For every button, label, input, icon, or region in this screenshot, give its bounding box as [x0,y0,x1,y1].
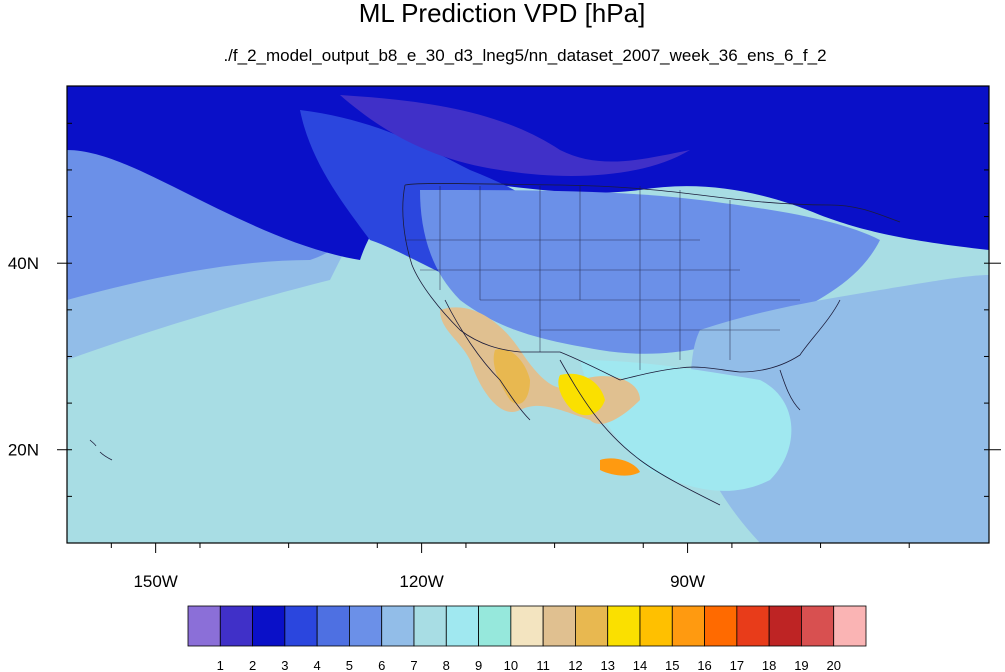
colorbar-swatch [801,605,835,647]
colorbar-label: 5 [346,658,353,672]
colorbar-swatch [736,605,770,647]
x-tick-label: 150W [133,572,177,591]
colorbar-swatch [284,605,318,647]
y-tick-label: 20N [8,441,39,460]
colorbar-swatch [252,605,286,647]
colorbar-swatch [639,605,673,647]
baja-high-field [493,349,530,404]
colorbar-swatch [478,605,512,647]
colorbar-label: 7 [410,658,417,672]
colorbar-label: 16 [697,658,711,672]
colorbar-swatch [349,605,383,647]
colorbar-label: 19 [794,658,808,672]
colorbar-label: 17 [730,658,744,672]
colorbar: 1 2 3 4 5 6 7 8 9 10 11 12 13 14 15 16 17 18 19 20 [187,605,867,672]
colorbar-label: 6 [378,658,385,672]
colorbar-label: 10 [504,658,518,672]
colorbar-swatch [510,605,544,647]
colorbar-swatch [316,605,350,647]
chart-title: ML Prediction VPD [hPa] [359,0,646,28]
colorbar-label: 11 [536,658,550,672]
colorbar-swatch [187,605,221,647]
colorbar-swatch [219,605,253,647]
colorbar-swatch [575,605,609,647]
colorbar-swatch [704,605,738,647]
colorbar-label: 20 [826,658,840,672]
map-frame [66,85,990,544]
colorbar-swatch [542,605,576,647]
mexico-peak-field [558,373,605,416]
colorbar-swatch [607,605,641,647]
colorbar-label: 15 [665,658,679,672]
state-border-lines [405,186,800,370]
colorbar-label: 4 [314,658,321,672]
colorbar-label: 14 [633,658,647,672]
colorbar-label: 18 [762,658,776,672]
colorbar-swatch [768,605,802,647]
colorbar-swatch [445,605,479,647]
y-tick-label: 40N [8,254,39,273]
map-tick-labels: 150W 120W 90W 40N 20N [8,254,705,591]
colorbar-swatch [381,605,415,647]
colorbar-label: 9 [475,658,482,672]
colorbar-swatch [833,605,867,647]
map-area [67,86,989,543]
colorbar-label: 13 [600,658,614,672]
colorbar-swatch [413,605,447,647]
colorbar-label: 2 [249,658,256,672]
x-tick-label: 90W [670,572,705,591]
x-tick-label: 120W [399,572,443,591]
colorbar-swatch [671,605,705,647]
colorbar-label: 1 [217,658,224,672]
canada-north-field [340,95,690,176]
coastline-outlines [89,183,901,506]
colorbar-label: 8 [443,658,450,672]
colorbar-label: 12 [568,658,582,672]
chart-subtitle: ./f_2_model_output_b8_e_30_d3_lneg5/nn_d… [223,46,826,65]
southern-mexico-hot-spot [600,458,640,476]
colorbar-label: 3 [281,658,288,672]
map-ticks [57,122,1001,553]
